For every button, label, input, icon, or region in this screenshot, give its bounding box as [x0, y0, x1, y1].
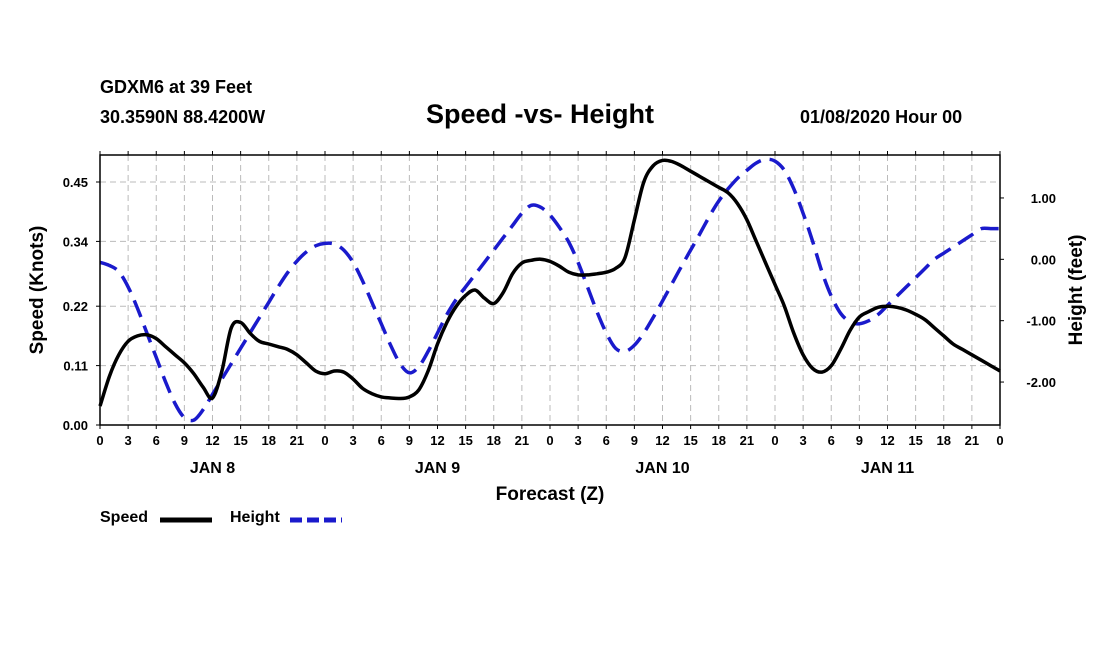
axes: 0 3 6 9 12 15 18 21 0 3 6 9 12 15 18 21 0 3 6 9 12 15 18 21 0 3 6 9…	[63, 151, 1056, 477]
x-tick-label: 0	[546, 433, 553, 448]
y2-tick-label: 0.00	[1031, 252, 1056, 267]
x-tick-label: 3	[125, 433, 132, 448]
x-tick-label: 9	[181, 433, 188, 448]
day-label: JAN 9	[415, 460, 460, 477]
y2-tick-label: -1.00	[1026, 314, 1056, 329]
x-tick-label: 21	[290, 433, 304, 448]
x-tick-label: 21	[740, 433, 754, 448]
x-tick-label: 18	[262, 433, 276, 448]
x-tick-label: 9	[406, 433, 413, 448]
x-tick-label: 0	[996, 433, 1003, 448]
run-time-label: 01/08/2020 Hour 00	[800, 107, 963, 127]
station-label: GDXM6 at 39 Feet	[100, 77, 253, 97]
y-tick-label: 0.22	[63, 299, 88, 314]
x-tick-label: 18	[937, 433, 951, 448]
x-tick-label: 15	[908, 433, 922, 448]
x-tick-label: 6	[603, 433, 610, 448]
y-tick-label: 0.11	[63, 359, 88, 374]
x-tick-label: 15	[233, 433, 247, 448]
x-tick-label: 12	[205, 433, 219, 448]
x-tick-label: 9	[631, 433, 638, 448]
x-tick-label: 6	[828, 433, 835, 448]
y2-tick-label: 1.00	[1031, 191, 1056, 206]
x-tick-label: 15	[458, 433, 472, 448]
x-tick-label: 0	[321, 433, 328, 448]
x-tick-label: 18	[487, 433, 501, 448]
legend-speed-label: Speed	[100, 509, 149, 526]
day-label: JAN 11	[861, 460, 914, 477]
y-tick-label: 0.45	[63, 175, 88, 190]
x-tick-label: 12	[430, 433, 444, 448]
x-tick-label: 3	[350, 433, 357, 448]
series-layer	[98, 157, 1001, 423]
x-tick-label: 0	[96, 433, 103, 448]
y-tick-label: 0.34	[63, 234, 89, 249]
x-tick-label: 9	[856, 433, 863, 448]
day-label: JAN 10	[635, 460, 689, 477]
y-tick-label: 0.00	[63, 418, 88, 433]
grid	[100, 155, 1000, 425]
x-tick-label: 21	[515, 433, 529, 448]
x-tick-label: 15	[683, 433, 697, 448]
speed-series-line	[98, 158, 1001, 407]
chart-title: Speed -vs- Height	[426, 99, 655, 129]
x-tick-label: 12	[880, 433, 894, 448]
x-tick-label: 18	[712, 433, 726, 448]
x-tick-label: 0	[771, 433, 778, 448]
x-tick-label: 3	[575, 433, 582, 448]
x-tick-label: 6	[153, 433, 160, 448]
legend-height-label: Height	[230, 509, 280, 526]
y2-axis-label: Height (feet)	[1066, 235, 1087, 346]
x-tick-label: 3	[800, 433, 807, 448]
y-axis-label: Speed (Knots)	[27, 226, 48, 355]
day-label: JAN 8	[190, 460, 235, 477]
x-tick-label: 12	[655, 433, 669, 448]
x-tick-label: 6	[378, 433, 385, 448]
y2-tick-label: -2.00	[1026, 375, 1056, 390]
x-axis-label: Forecast (Z)	[496, 484, 605, 505]
location-label: 30.3590N 88.4200W	[100, 107, 266, 127]
x-tick-label: 21	[965, 433, 979, 448]
